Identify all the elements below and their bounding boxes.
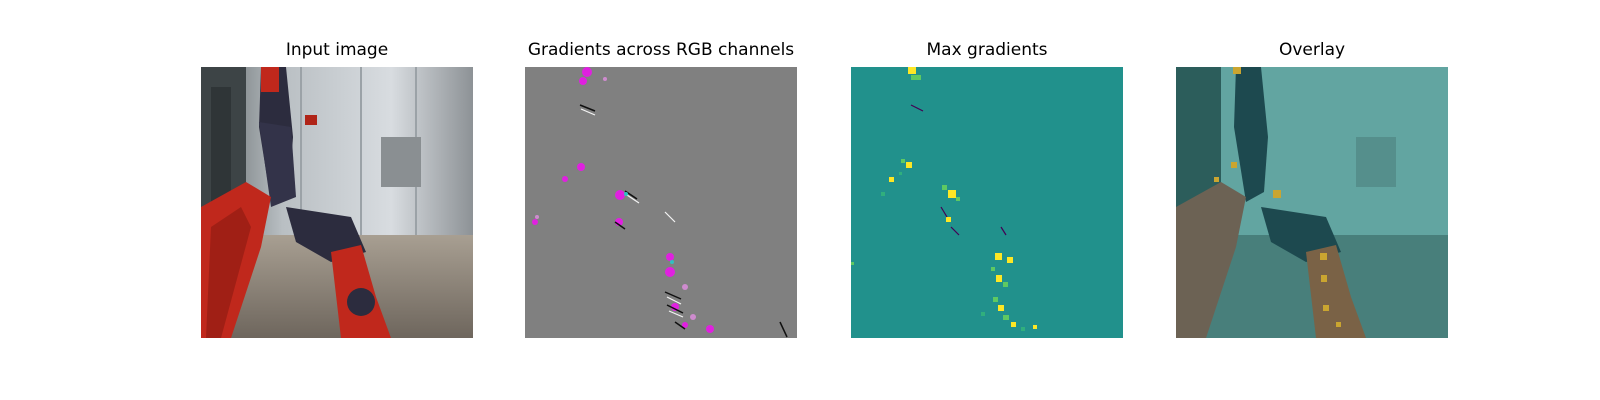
overlay-image: [1176, 67, 1448, 338]
panel-title: Gradients across RGB channels: [527, 40, 795, 60]
panel-title: Input image: [285, 40, 389, 60]
panel-title: Overlay: [1278, 40, 1346, 60]
input-image: [201, 67, 473, 338]
max-gradients-image: [851, 67, 1123, 338]
gradients-rgb-image: [525, 67, 797, 338]
panel-title: Max gradients: [926, 40, 1048, 60]
